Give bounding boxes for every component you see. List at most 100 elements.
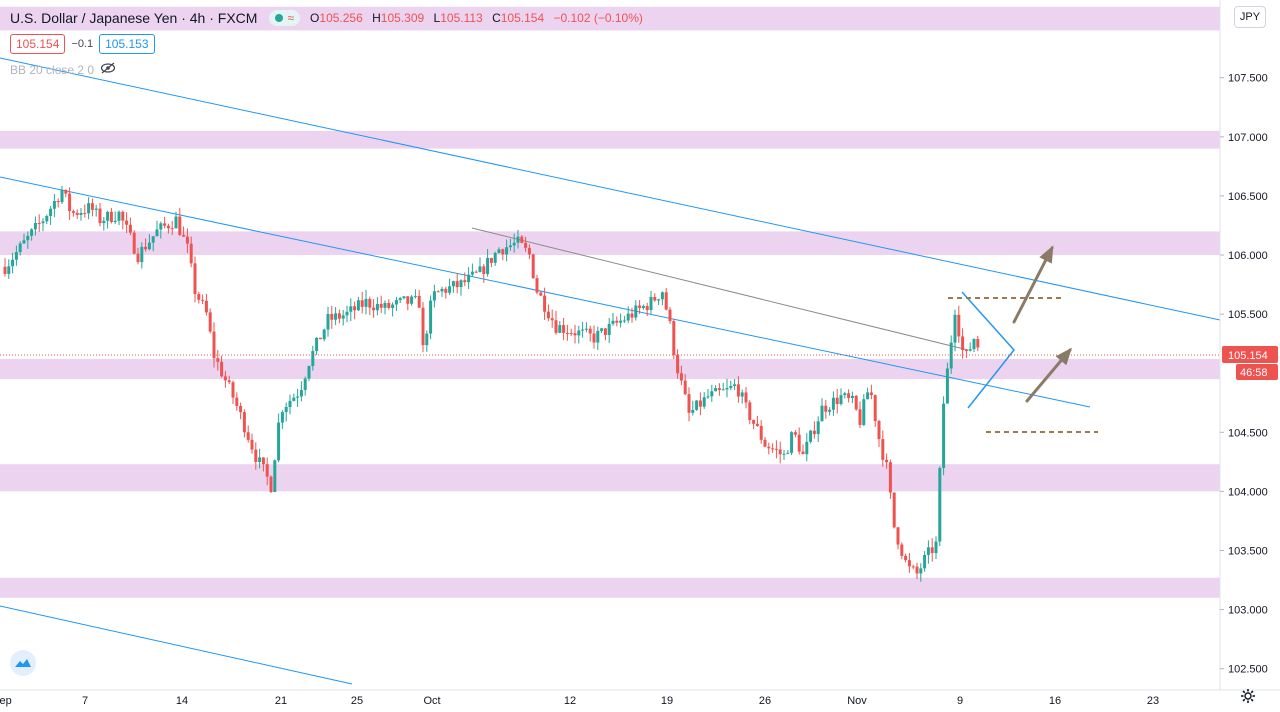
candle-body: [524, 242, 528, 248]
candle-body: [151, 236, 155, 243]
buy-button[interactable]: 105.153: [99, 34, 155, 54]
candle-body: [474, 271, 478, 273]
resistance-line: [471, 227, 969, 351]
candle-body: [679, 373, 683, 381]
candle-body: [30, 229, 34, 236]
candle-body: [508, 245, 512, 248]
eye-off-icon[interactable]: [100, 62, 116, 77]
candle-body: [201, 299, 205, 301]
symbol-title[interactable]: U.S. Dollar / Japanese Yen · 4h · FXCM: [10, 10, 258, 26]
candle-body: [501, 249, 505, 255]
candle-body: [535, 278, 539, 293]
candle-body: [18, 243, 22, 253]
x-tick-label: Nov: [847, 695, 867, 707]
candle-body: [615, 320, 619, 323]
candle-body: [919, 568, 923, 574]
candle-body: [911, 566, 915, 568]
y-tick-label: 103.000: [1228, 605, 1268, 617]
candle-body: [896, 527, 900, 545]
candle-body: [634, 305, 638, 318]
candle-body: [242, 412, 246, 433]
zone-band: [0, 577, 1220, 598]
candle-body: [691, 409, 695, 413]
candle-body: [569, 333, 573, 335]
x-tick-label: Sep: [0, 695, 12, 707]
upper-channel-line: [0, 57, 1221, 321]
candle-body: [292, 397, 296, 401]
candle-body: [258, 457, 262, 462]
candle-body: [888, 462, 892, 493]
sell-button[interactable]: 105.154: [10, 34, 66, 54]
candle-body: [546, 311, 550, 319]
candle-body: [577, 330, 581, 336]
candle-body: [881, 439, 885, 460]
candle-body: [843, 393, 847, 396]
candle-body: [702, 397, 706, 407]
candle-body: [425, 333, 429, 346]
x-tick-label: 7: [82, 695, 88, 707]
candle-body: [774, 448, 778, 450]
countdown-label: 46:58: [1240, 367, 1268, 379]
tradingview-logo-icon[interactable]: [10, 650, 36, 676]
candle-body: [676, 354, 680, 374]
candle-body: [52, 200, 56, 209]
market-status[interactable]: ≈: [269, 10, 301, 26]
indicator-legend[interactable]: BB 20 close 2 0: [10, 62, 116, 77]
candle-body: [277, 422, 281, 461]
candle-body: [102, 220, 106, 224]
candle-body: [90, 203, 94, 210]
candle-body: [839, 395, 843, 405]
candle-body: [22, 240, 26, 244]
gear-icon[interactable]: [1238, 686, 1258, 706]
candle-body: [284, 406, 288, 413]
candle-body: [805, 441, 809, 455]
trade-prices: 105.154 −0.1 105.153: [10, 34, 155, 54]
candle-body: [463, 280, 467, 283]
candle-body: [493, 252, 497, 263]
candle-body: [185, 236, 189, 244]
candle-body: [337, 313, 341, 319]
up-arrow-lower-head: [1055, 347, 1072, 366]
candle-body: [269, 476, 273, 493]
candle-body: [489, 258, 493, 263]
x-tick-label: 26: [759, 695, 771, 707]
candle-body: [334, 313, 338, 320]
up-arrow-upper-head: [1039, 245, 1054, 264]
candle-body: [638, 305, 642, 308]
last-price-tag: [1222, 345, 1278, 363]
candle-body: [482, 266, 486, 275]
close-label: C: [492, 11, 501, 25]
candle-body: [117, 211, 121, 221]
candle-body: [166, 225, 170, 229]
currency-button[interactable]: JPY: [1234, 6, 1266, 28]
candle-body: [558, 325, 562, 333]
candle-body: [828, 409, 832, 412]
candle-body: [968, 349, 972, 351]
candle-body: [858, 409, 862, 425]
candle-body: [778, 449, 782, 455]
candle-body: [204, 300, 208, 313]
market-open-dot: [275, 14, 284, 22]
candle-body: [79, 213, 83, 215]
candle-body: [797, 434, 801, 452]
candle-body: [413, 295, 417, 297]
x-tick-label: 21: [275, 695, 287, 707]
candle-body: [261, 457, 265, 465]
annotations: 105.154 46:58: [0, 245, 1278, 433]
zone-band: [0, 130, 1220, 149]
candle-body: [790, 432, 794, 453]
candle-body: [459, 280, 463, 288]
candle-body: [664, 292, 668, 310]
candle-body: [299, 389, 303, 397]
candle-body: [326, 313, 330, 330]
candle-body: [140, 246, 144, 263]
candle-body: [862, 399, 866, 425]
candle-body: [771, 448, 775, 450]
candle-body: [885, 459, 889, 463]
candle-body: [372, 307, 376, 311]
candle-body: [710, 391, 714, 397]
candle-body: [850, 395, 854, 398]
zone-band: [0, 359, 1220, 380]
candle-body: [37, 222, 41, 224]
